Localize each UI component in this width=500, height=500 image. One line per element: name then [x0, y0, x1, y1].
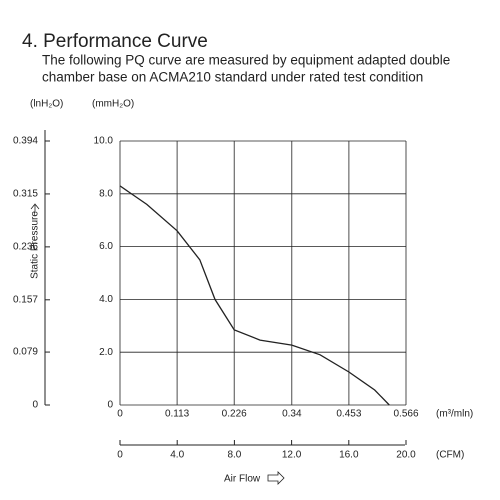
curve	[119, 185, 390, 406]
x-arrow	[267, 471, 285, 485]
y-tick-label: 8.0	[99, 188, 113, 199]
chart-subtitle: chamber base on ACMA210 standard under r…	[42, 70, 423, 85]
y2-tick-label: 0.079	[13, 347, 38, 358]
y-tick-label: 0	[107, 400, 113, 411]
x-tick-label: 0.566	[393, 409, 418, 420]
x-tick-label: 0.453	[336, 409, 361, 420]
x-tick-label: 0.113	[165, 409, 190, 420]
x-tick-label: 0.34	[282, 409, 302, 420]
x2-tick-label: 4.0	[170, 450, 184, 461]
y-unit: (mmH₂O)	[92, 99, 134, 110]
x2-tick-label: 0	[117, 450, 123, 461]
x2-tick-label: 12.0	[282, 450, 302, 461]
y2-tick-label: 0	[32, 400, 38, 411]
y2-unit: (lnH₂O)	[30, 99, 63, 110]
y-tick-label: 2.0	[99, 347, 113, 358]
x-axis-title: Air Flow	[224, 474, 261, 485]
y-arrow	[30, 203, 40, 213]
x-tick-label: 0.226	[222, 409, 247, 420]
y2-tick-label: 0.394	[13, 136, 38, 147]
x-tick-label: 0	[117, 409, 123, 420]
y-tick-label: 4.0	[99, 294, 113, 305]
y2-tick-label: 0.236	[13, 242, 38, 253]
chart-subtitle: The following PQ curve are measured by e…	[42, 53, 450, 68]
x2-tick-label: 8.0	[227, 450, 241, 461]
x2-tick-label: 20.0	[396, 450, 416, 461]
x-unit: (m³/mln)	[436, 409, 473, 420]
y-tick-label: 6.0	[99, 241, 113, 252]
y-axis-title: Static Pressure	[30, 211, 41, 279]
y2-tick-label: 0.315	[13, 189, 38, 200]
y2-tick-label: 0.157	[13, 294, 38, 305]
chart-title: 4. Performance Curve	[22, 31, 208, 52]
x2-tick-label: 16.0	[339, 450, 359, 461]
y-tick-label: 10.0	[94, 136, 114, 147]
x2-unit: (CFM)	[436, 450, 464, 461]
